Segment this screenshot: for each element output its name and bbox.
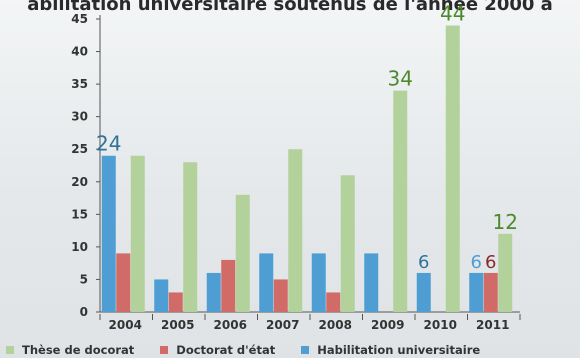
bars [102, 26, 513, 312]
y-tick-label: 30 [71, 110, 88, 124]
bar [341, 175, 355, 312]
bar [116, 253, 130, 312]
x-tick-label: 2006 [214, 318, 247, 332]
bar [259, 253, 273, 312]
bar [236, 195, 250, 312]
legend-item: Habilitation universitaire [301, 343, 480, 357]
bar [183, 162, 197, 312]
x-tick-label: 2009 [371, 318, 404, 332]
legend-swatch [301, 346, 309, 354]
legend-swatch [6, 346, 14, 354]
y-tick-label: 45 [71, 12, 88, 26]
legend-item: Thèse de docorat [6, 343, 134, 357]
y-tick-label: 10 [71, 240, 88, 254]
y-tick-label: 25 [71, 142, 88, 156]
data-label: 6 [485, 252, 496, 273]
data-label: 6 [471, 252, 482, 273]
bar [326, 292, 340, 312]
bar-chart: 0 5 10 15 20 25 30 35 40 45 2004 2005 2006 2007 2008 2… [0, 0, 580, 340]
bar [364, 253, 378, 312]
x-tick-label: 2011 [476, 318, 509, 332]
legend-label: Habilitation universitaire [317, 343, 480, 357]
x-tick-label: 2005 [161, 318, 194, 332]
bar [131, 156, 145, 312]
x-tick-label: 2010 [424, 318, 457, 332]
legend: Thèse de docorat Doctorat d'état Habilitat… [6, 341, 580, 358]
bar [393, 91, 407, 312]
y-tick-label: 5 [80, 272, 88, 286]
bar [417, 273, 431, 312]
legend-label: Thèse de docorat [22, 343, 134, 357]
bar [169, 292, 183, 312]
bar [221, 260, 235, 312]
data-label: 6 [418, 252, 429, 273]
data-label: 34 [388, 67, 413, 91]
bar [288, 149, 302, 312]
y-tick-label: 40 [71, 45, 88, 59]
bar [312, 253, 326, 312]
y-tick-label: 20 [71, 175, 88, 189]
data-label: 12 [493, 210, 518, 234]
legend-item: Doctorat d'état [160, 343, 275, 357]
bar [484, 273, 498, 312]
bar [102, 156, 116, 312]
x-tick-label: 2007 [266, 318, 299, 332]
x-tick-label: 2008 [319, 318, 352, 332]
bar [154, 279, 168, 312]
x-tick-label: 2004 [109, 318, 142, 332]
y-tick-label: 15 [71, 207, 88, 221]
bar [207, 273, 221, 312]
data-label: 44 [440, 2, 465, 26]
legend-swatch [160, 346, 168, 354]
y-tick-label: 35 [71, 77, 88, 91]
data-label: 24 [96, 132, 121, 156]
bar [274, 279, 288, 312]
bar [469, 273, 483, 312]
bar [446, 26, 460, 312]
y-tick-label: 0 [80, 305, 88, 319]
bar [498, 234, 512, 312]
legend-label: Doctorat d'état [176, 343, 275, 357]
